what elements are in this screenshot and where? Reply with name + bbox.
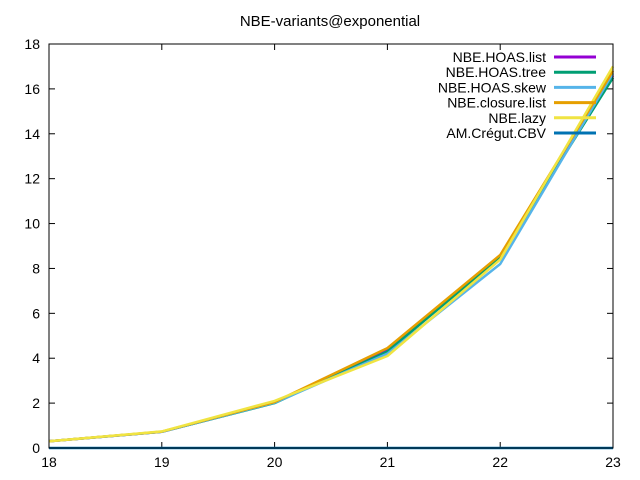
legend-label: NBE.lazy [488, 110, 546, 126]
legend-label: AM.Crégut.CBV [446, 125, 546, 141]
legend: NBE.HOAS.listNBE.HOAS.treeNBE.HOAS.skewN… [438, 49, 596, 141]
y-tick-label: 16 [24, 81, 40, 97]
y-tick-label: 4 [32, 350, 40, 366]
x-tick-label: 19 [154, 454, 170, 470]
y-tick-label: 6 [32, 305, 40, 321]
legend-label: NBE.HOAS.tree [446, 64, 547, 80]
series-line-nbe-lazy [48, 65, 615, 443]
axis-ticks: 0 2 4 6 8 10 12 14 16 18 18 19 20 21 22 23 [24, 36, 621, 470]
legend-label: NBE.closure.list [447, 95, 546, 111]
x-tick-label: 18 [41, 454, 57, 470]
y-tick-label: 0 [32, 440, 40, 456]
y-tick-label: 8 [32, 260, 40, 276]
legend-label: NBE.HOAS.skew [438, 79, 547, 95]
y-tick-label: 12 [24, 171, 40, 187]
x-tick-label: 23 [605, 454, 621, 470]
x-tick-label: 20 [267, 454, 283, 470]
chart-title: NBE-variants@exponential [240, 13, 420, 30]
plot-frame [48, 43, 614, 449]
legend-label: NBE.HOAS.list [453, 49, 546, 65]
y-tick-label: 14 [24, 126, 40, 142]
y-tick-label: 2 [32, 395, 40, 411]
x-tick-label: 21 [380, 454, 396, 470]
x-tick-label: 22 [492, 454, 508, 470]
y-tick-label: 10 [24, 216, 40, 232]
y-tick-label: 18 [24, 36, 40, 52]
